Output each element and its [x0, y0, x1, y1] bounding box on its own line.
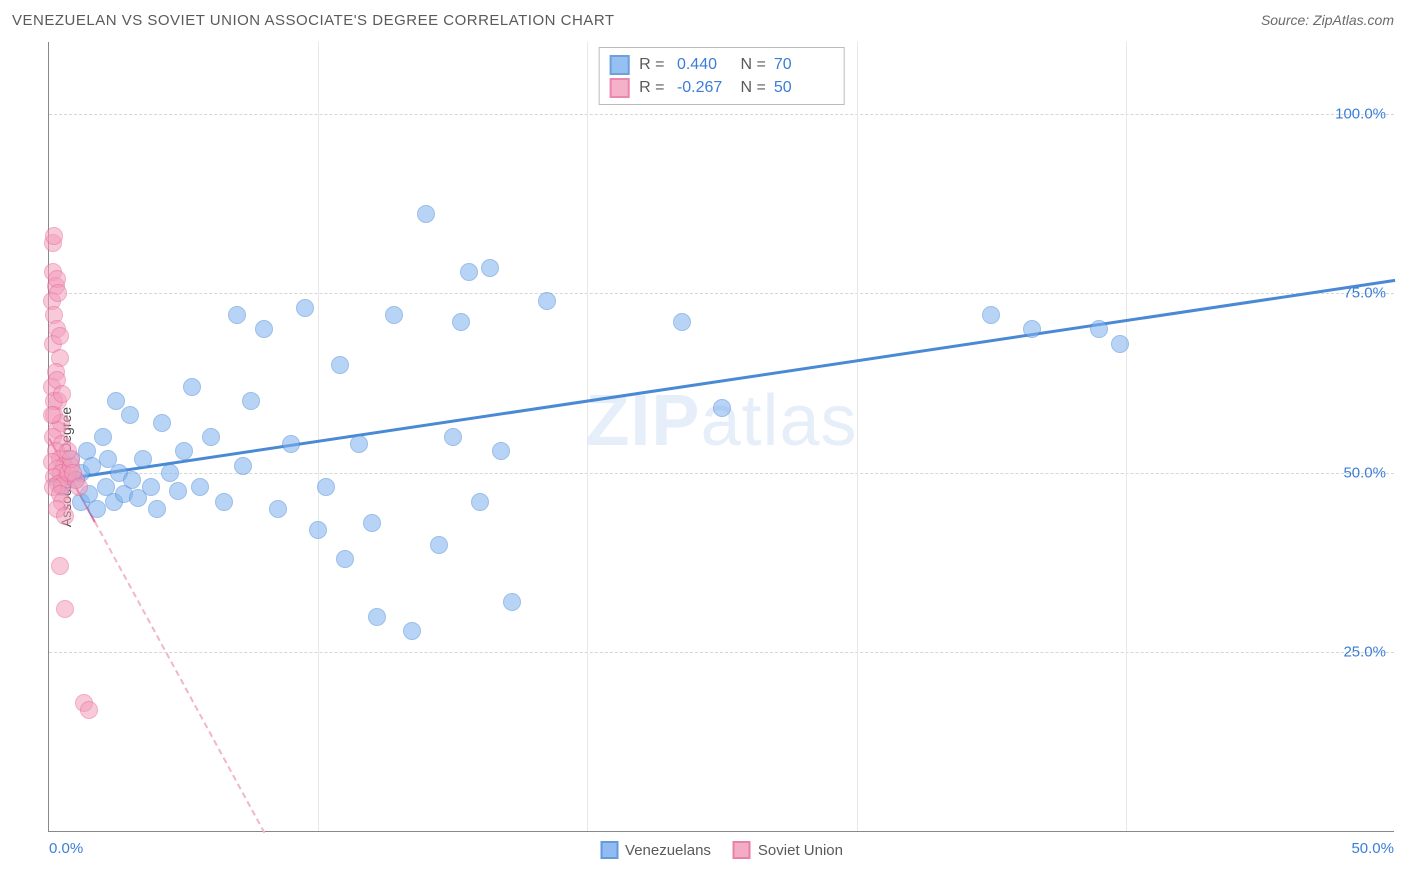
stat-n-label: N = [741, 53, 766, 76]
data-point [123, 471, 141, 489]
data-point [161, 464, 179, 482]
y-tick-label: 50.0% [1343, 464, 1386, 481]
data-point [242, 392, 260, 410]
watermark: ZIPatlas [585, 380, 857, 462]
legend-swatch [733, 841, 751, 859]
gridline-vertical [1126, 42, 1127, 831]
data-point [49, 284, 67, 302]
stat-n-label: N = [741, 76, 766, 99]
gridline-horizontal [49, 293, 1394, 294]
data-point [53, 385, 71, 403]
data-point [175, 442, 193, 460]
data-point [43, 406, 61, 424]
chart-container: Associate's Degree ZIPatlas R = 0.440N =… [0, 42, 1406, 892]
stats-legend: R = 0.440 N = 70 R = -0.267 N = 50 [598, 47, 845, 105]
data-point [51, 557, 69, 575]
stats-legend-row: R = -0.267 N = 50 [609, 76, 832, 99]
data-point [215, 493, 233, 511]
data-point [191, 478, 209, 496]
stat-r-value: 0.440 [673, 53, 731, 76]
gridline-horizontal [49, 473, 1394, 474]
data-point [255, 320, 273, 338]
x-tick-label: 50.0% [1351, 840, 1394, 857]
data-point [56, 600, 74, 618]
data-point [51, 327, 69, 345]
data-point [444, 428, 462, 446]
x-tick-label: 0.0% [49, 840, 83, 857]
data-point [296, 299, 314, 317]
data-point [481, 259, 499, 277]
stat-r-value: -0.267 [673, 76, 731, 99]
legend-swatch [609, 55, 629, 75]
legend-item: Venezuelans [600, 841, 711, 859]
y-tick-label: 100.0% [1335, 105, 1386, 122]
legend-label: Venezuelans [625, 842, 711, 859]
stat-r-label: R = [639, 76, 664, 99]
data-point [56, 507, 74, 525]
gridline-horizontal [49, 114, 1394, 115]
data-point [148, 500, 166, 518]
data-point [673, 313, 691, 331]
data-point [121, 406, 139, 424]
chart-header: VENEZUELAN VS SOVIET UNION ASSOCIATE'S D… [0, 0, 1406, 40]
chart-title: VENEZUELAN VS SOVIET UNION ASSOCIATE'S D… [12, 12, 615, 29]
data-point [368, 608, 386, 626]
gridline-vertical [857, 42, 858, 831]
data-point [142, 478, 160, 496]
data-point [317, 478, 335, 496]
data-point [153, 414, 171, 432]
data-point [492, 442, 510, 460]
legend-label: Soviet Union [758, 842, 843, 859]
data-point [59, 442, 77, 460]
stat-n-value: 70 [774, 53, 832, 76]
data-point [363, 514, 381, 532]
data-point [309, 521, 327, 539]
data-point [1023, 320, 1041, 338]
data-point [169, 482, 187, 500]
data-point [228, 306, 246, 324]
data-point [1090, 320, 1108, 338]
data-point [452, 313, 470, 331]
trend-line [94, 521, 265, 833]
data-point [107, 392, 125, 410]
data-point [503, 593, 521, 611]
legend-item: Soviet Union [733, 841, 843, 859]
data-point [234, 457, 252, 475]
data-point [350, 435, 368, 453]
gridline-horizontal [49, 652, 1394, 653]
data-point [282, 435, 300, 453]
gridline-vertical [318, 42, 319, 831]
data-point [471, 493, 489, 511]
data-point [269, 500, 287, 518]
data-point [202, 428, 220, 446]
data-point [385, 306, 403, 324]
data-point [134, 450, 152, 468]
data-point [460, 263, 478, 281]
chart-source: Source: ZipAtlas.com [1261, 12, 1394, 28]
data-point [70, 478, 88, 496]
data-point [538, 292, 556, 310]
gridline-vertical [587, 42, 588, 831]
data-point [417, 205, 435, 223]
plot-area: ZIPatlas R = 0.440N =70R = -0.267N =50 V… [48, 42, 1394, 832]
data-point [336, 550, 354, 568]
data-point [331, 356, 349, 374]
data-point [94, 428, 112, 446]
data-point [45, 227, 63, 245]
data-point [430, 536, 448, 554]
data-point [1111, 335, 1129, 353]
trend-line [49, 279, 1395, 483]
data-point [403, 622, 421, 640]
stats-legend-row: R = 0.440 N = 70 [609, 53, 832, 76]
legend-swatch [600, 841, 618, 859]
stat-r-label: R = [639, 53, 664, 76]
y-tick-label: 25.0% [1343, 644, 1386, 661]
data-point [183, 378, 201, 396]
stat-n-value: 50 [774, 76, 832, 99]
legend-swatch [609, 78, 629, 98]
series-legend: Venezuelans Soviet Union [600, 841, 843, 859]
data-point [80, 701, 98, 719]
data-point [713, 399, 731, 417]
data-point [982, 306, 1000, 324]
